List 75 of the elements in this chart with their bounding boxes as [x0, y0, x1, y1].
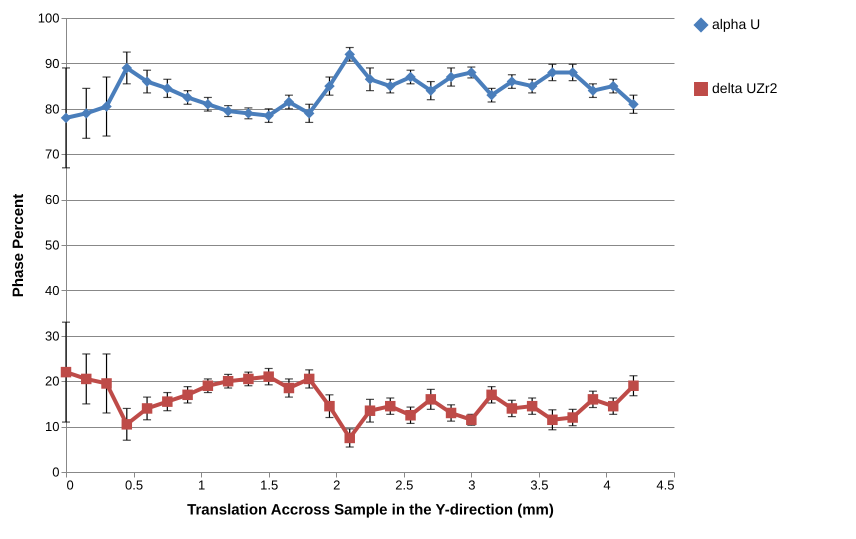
- x-tick-label: 1: [198, 478, 206, 492]
- y-tick-label: 70: [45, 146, 60, 162]
- point: [304, 108, 314, 119]
- point: [608, 80, 618, 92]
- x-tick-label: 0: [66, 478, 74, 492]
- point: [364, 405, 376, 416]
- point: [81, 374, 92, 384]
- point: [628, 99, 639, 110]
- point: [526, 400, 538, 412]
- point: [324, 400, 335, 412]
- point: [60, 366, 72, 378]
- y-tick-label: 20: [45, 374, 60, 389]
- legend-label: delta UZr2: [712, 80, 778, 96]
- point: [202, 99, 214, 110]
- x-tick-label: 2.5: [395, 478, 414, 492]
- y-tick-label: 40: [45, 282, 60, 298]
- point: [364, 74, 376, 85]
- x-tick-label: 2: [333, 478, 340, 492]
- point: [122, 62, 132, 74]
- y-tick-label: 60: [45, 192, 60, 208]
- y-tick-label: 100: [38, 10, 60, 26]
- x-tick-label: 3: [468, 478, 476, 492]
- point: [101, 378, 112, 389]
- x-tick-label: 0.5: [125, 478, 144, 492]
- point: [446, 408, 456, 418]
- point: [162, 396, 173, 407]
- point: [506, 403, 518, 414]
- point: [324, 80, 335, 92]
- point: [344, 49, 355, 60]
- point: [526, 80, 538, 92]
- x-tick-label: 4: [603, 478, 611, 492]
- x-tick-label: 4.5: [656, 478, 674, 492]
- x-axis-title: Translation Accross Sample in the Y-direction (mm): [187, 502, 554, 518]
- point: [304, 374, 314, 384]
- point: [101, 101, 112, 112]
- point: [486, 390, 497, 400]
- point: [588, 85, 598, 96]
- point: [405, 410, 416, 420]
- point: [142, 403, 152, 414]
- point: [81, 108, 92, 119]
- point: [60, 112, 72, 124]
- point: [588, 394, 598, 405]
- y-axis-title: Phase Percent: [10, 194, 27, 298]
- point: [222, 376, 234, 386]
- y-tick-label: 30: [45, 328, 60, 344]
- point: [162, 83, 173, 94]
- point: [385, 80, 396, 92]
- point: [426, 394, 436, 405]
- y-tick-label: 80: [45, 101, 60, 116]
- y-tick-label: 90: [45, 56, 60, 71]
- point: [202, 380, 214, 391]
- point: [506, 76, 518, 87]
- legend-label: alpha U: [712, 16, 760, 32]
- point: [547, 414, 558, 426]
- point: [446, 72, 456, 82]
- point: [122, 419, 132, 430]
- x-tick-label: 1.5: [260, 478, 278, 492]
- point: [182, 390, 193, 400]
- point: [263, 110, 274, 121]
- y-tick-label: 10: [45, 419, 60, 434]
- point: [567, 412, 578, 423]
- point: [182, 92, 193, 103]
- point: [284, 382, 294, 394]
- point: [405, 72, 416, 82]
- point: [385, 400, 396, 412]
- point: [426, 85, 436, 96]
- point: [263, 371, 274, 382]
- y-tick-label: 50: [45, 238, 60, 252]
- y-tick-label: 0: [52, 464, 60, 480]
- point: [486, 90, 497, 100]
- point: [344, 432, 355, 444]
- point: [628, 380, 639, 391]
- point: [142, 76, 152, 87]
- point: [608, 400, 618, 412]
- x-tick-label: 3.5: [530, 478, 548, 492]
